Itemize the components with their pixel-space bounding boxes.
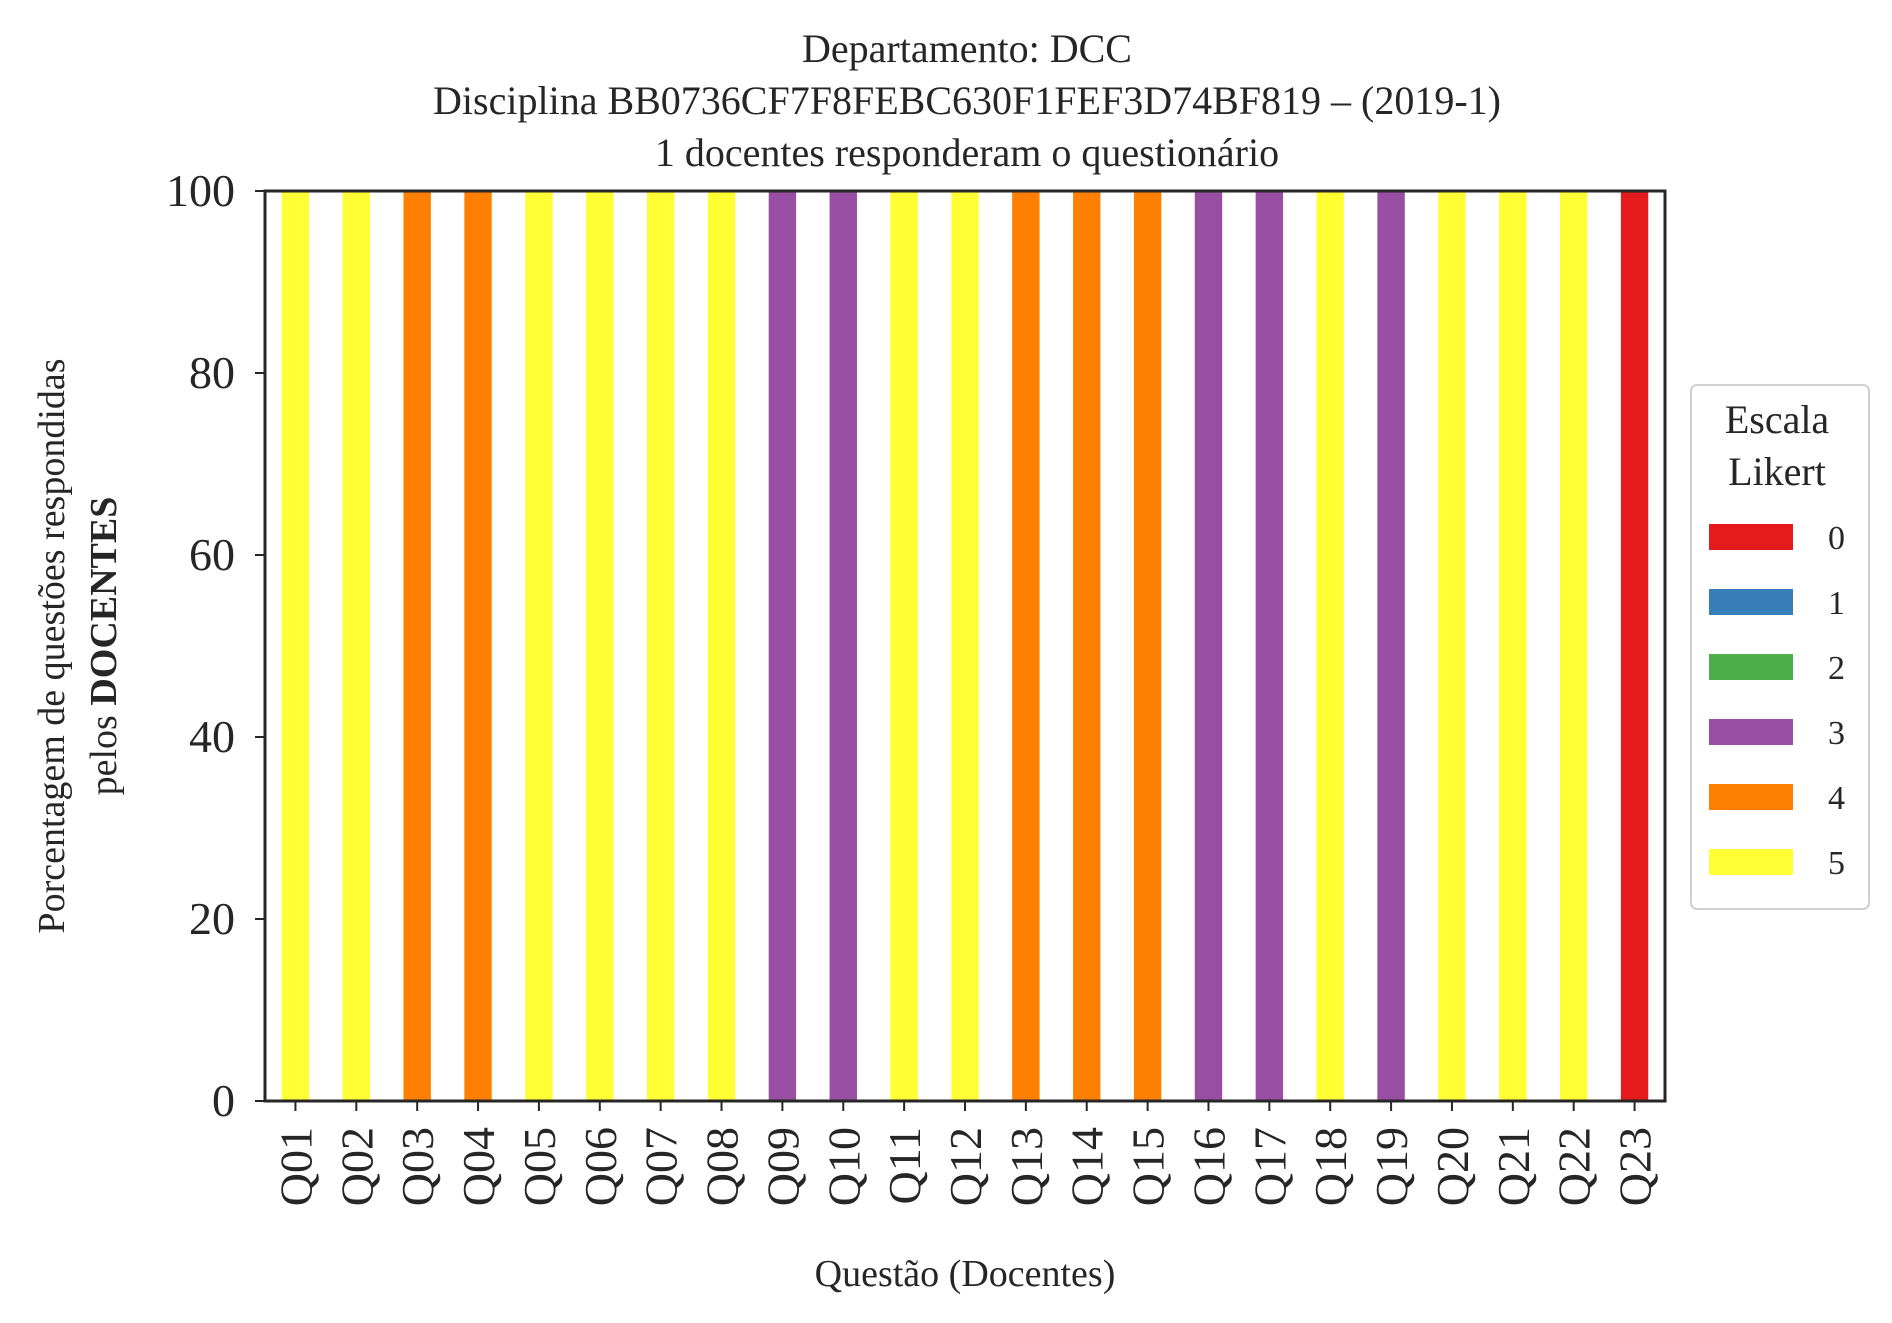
x-tick-label: Q09 bbox=[757, 1127, 808, 1206]
bar-Q12-level-5 bbox=[951, 191, 979, 1101]
bar-Q04-level-4 bbox=[464, 191, 492, 1101]
x-tick-label: Q19 bbox=[1366, 1127, 1417, 1206]
bar-Q14-level-4 bbox=[1073, 191, 1101, 1101]
bar-Q06-level-5 bbox=[586, 191, 614, 1101]
title-line-3: 1 docentes responderam o questionário bbox=[655, 130, 1279, 175]
bar-Q09-level-3 bbox=[768, 191, 797, 1101]
legend-label-4: 4 bbox=[1828, 780, 1845, 817]
x-tick-label: Q12 bbox=[940, 1127, 991, 1206]
legend-title-line-1: Escala bbox=[1725, 397, 1830, 442]
x-tick-label: Q04 bbox=[453, 1127, 504, 1206]
plot-frame bbox=[263, 189, 1667, 1103]
x-tick-label: Q15 bbox=[1123, 1127, 1174, 1206]
x-tick-label: Q01 bbox=[270, 1127, 321, 1206]
x-tick-label: Q23 bbox=[1610, 1127, 1661, 1206]
y-axis-label-line-2: pelos DOCENTES bbox=[83, 497, 125, 796]
legend-swatch-5 bbox=[1709, 849, 1793, 875]
bar-Q11-level-5 bbox=[890, 191, 918, 1101]
x-tick-label: Q14 bbox=[1062, 1127, 1113, 1206]
legend-frame bbox=[1690, 384, 1870, 910]
bar-Q13-level-4 bbox=[1012, 191, 1040, 1101]
bars bbox=[281, 191, 1649, 1101]
bar-Q10-level-3 bbox=[829, 191, 857, 1101]
y-axis-label-line-1: Porcentagem de questões respondidas bbox=[31, 358, 73, 933]
legend-label-0: 0 bbox=[1828, 520, 1845, 557]
bar-Q23-level-0 bbox=[1620, 191, 1649, 1101]
bar-Q16-level-3 bbox=[1194, 191, 1223, 1101]
bar-Q19-level-3 bbox=[1377, 191, 1405, 1101]
bar-Q02-level-5 bbox=[342, 191, 370, 1101]
bar-Q18-level-5 bbox=[1316, 191, 1344, 1101]
legend-title-line-2: Likert bbox=[1728, 449, 1826, 494]
legend-label-1: 1 bbox=[1828, 585, 1845, 622]
bar-Q21-level-5 bbox=[1499, 191, 1527, 1101]
x-axis-label: Questão (Docentes) bbox=[815, 1253, 1116, 1295]
x-tick-label: Q08 bbox=[697, 1127, 748, 1206]
bar-Q08-level-5 bbox=[707, 191, 736, 1101]
y-tick-label: 60 bbox=[189, 529, 235, 580]
y-tick-label: 20 bbox=[189, 893, 235, 944]
bar-Q03-level-4 bbox=[403, 191, 431, 1101]
legend-items: 0 1 2 3 4 5 bbox=[1709, 520, 1845, 882]
x-tick-label: Q13 bbox=[1001, 1127, 1052, 1206]
x-tick-label: Q20 bbox=[1427, 1127, 1478, 1206]
bar-Q20-level-5 bbox=[1438, 191, 1466, 1101]
y-tick-label: 0 bbox=[212, 1075, 235, 1126]
x-tick-label: Q18 bbox=[1305, 1127, 1356, 1206]
x-tick-label: Q22 bbox=[1549, 1127, 1600, 1206]
bar-Q22-level-5 bbox=[1560, 191, 1588, 1101]
title-line-1: Departamento: DCC bbox=[802, 26, 1132, 71]
legend-label-5: 5 bbox=[1828, 845, 1845, 882]
y-axis-label-bold: DOCENTES bbox=[83, 497, 125, 706]
legend-swatch-2 bbox=[1709, 654, 1793, 680]
y-tick-label: 40 bbox=[189, 711, 235, 762]
x-tick-label: Q11 bbox=[879, 1127, 930, 1205]
y-axis-label: Porcentagem de questões respondidas pelo… bbox=[31, 358, 125, 933]
x-tick-label: Q21 bbox=[1488, 1127, 1539, 1206]
legend-label-3: 3 bbox=[1828, 715, 1845, 752]
x-tick-label: Q05 bbox=[514, 1127, 565, 1206]
legend-swatch-3 bbox=[1709, 719, 1793, 745]
y-tick-label: 80 bbox=[189, 347, 235, 398]
legend-swatch-4 bbox=[1709, 784, 1793, 810]
title-line-2: Disciplina BB0736CF7F8FEBC630F1FEF3D74BF… bbox=[433, 78, 1501, 123]
x-tick-label: Q17 bbox=[1244, 1127, 1295, 1206]
x-tick-label: Q16 bbox=[1183, 1127, 1234, 1206]
x-axis-ticks: Q01 Q02 Q03 Q04 Q05 Q06 Q07 Q08 Q09 Q10 Q11 Q12 Q13 Q… bbox=[270, 1101, 1661, 1206]
bar-Q05-level-5 bbox=[525, 191, 553, 1101]
x-tick-label: Q06 bbox=[575, 1127, 626, 1206]
chart-title: Departamento: DCC Disciplina BB0736CF7F8… bbox=[433, 26, 1501, 175]
bar-Q07-level-5 bbox=[646, 191, 675, 1101]
x-tick-label: Q03 bbox=[392, 1127, 443, 1206]
legend: Escala Likert 0 1 2 3 4 5 bbox=[1690, 384, 1870, 910]
y-tick-label: 100 bbox=[166, 165, 235, 216]
legend-label-2: 2 bbox=[1828, 650, 1845, 687]
x-tick-label: Q02 bbox=[331, 1127, 382, 1206]
bar-Q17-level-3 bbox=[1255, 191, 1284, 1101]
bar-Q01-level-5 bbox=[281, 191, 310, 1101]
x-tick-label: Q07 bbox=[636, 1127, 687, 1206]
legend-swatch-0 bbox=[1709, 524, 1793, 550]
y-axis-label-prefix: pelos bbox=[83, 706, 125, 796]
y-axis-ticks: 0 20 40 60 80 100 bbox=[166, 165, 265, 1126]
bar-Q15-level-4 bbox=[1133, 191, 1162, 1101]
x-tick-label: Q10 bbox=[818, 1127, 869, 1206]
legend-swatch-1 bbox=[1709, 589, 1793, 615]
